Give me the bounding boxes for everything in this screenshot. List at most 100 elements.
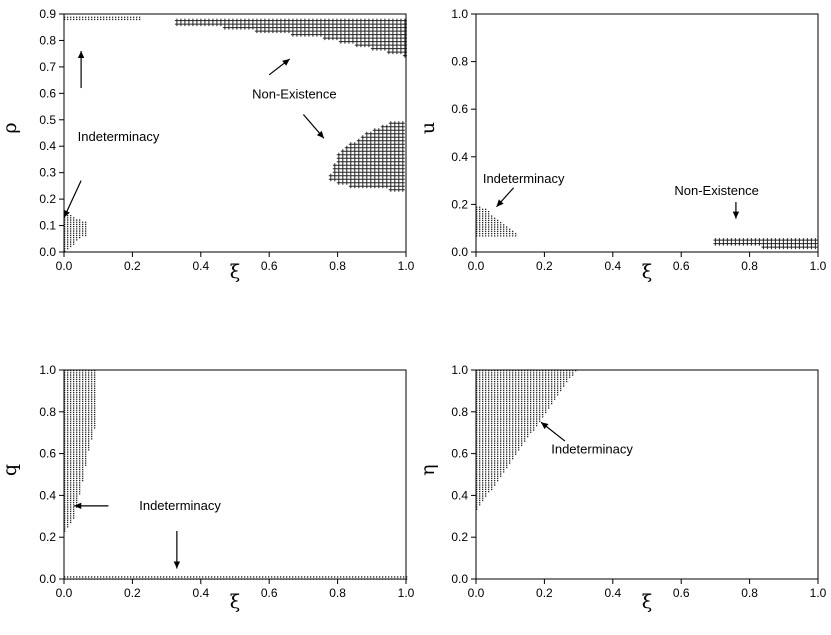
eta-x-tick-label: 1.0 xyxy=(810,586,827,600)
eta-region-0 xyxy=(476,370,577,510)
u-annotation-arrow-head xyxy=(732,211,740,219)
rho-annotation-arrow-head xyxy=(316,130,324,139)
u-x-axis-label: ξ xyxy=(642,261,652,283)
u-panel: 0.0 0.2 0.4 0.6 0.8 1.0 0.0 0.2 0.4 0.6 0.8 1.0 Ind… xyxy=(417,7,827,283)
q-x-tick-label: 1.0 xyxy=(398,586,415,600)
rho-region-0 xyxy=(64,215,87,252)
q-annotation-arrow-head xyxy=(74,502,82,510)
rho-region-1-dots xyxy=(64,16,141,21)
eta-axes: 0.0 0.2 0.4 0.6 0.8 1.0 0.0 0.2 0.4 0.6 0.8 1.0 xyxy=(451,363,826,600)
eta-region-0-dots xyxy=(476,370,577,510)
eta-annotations: Indeterminacy xyxy=(540,421,633,457)
u-annotation-0: Indeterminacy xyxy=(483,171,565,186)
q-region-0 xyxy=(64,370,96,532)
rho-region-2 xyxy=(174,18,407,58)
rho-region-3 xyxy=(328,121,405,192)
eta-panel: 0.0 0.2 0.4 0.6 0.8 1.0 0.0 0.2 0.4 0.6 0.8 1.0 Ind… xyxy=(417,363,827,613)
u-x-tick-label: 0.6 xyxy=(673,259,690,273)
rho-y-tick-label: 0.9 xyxy=(39,7,56,21)
rho-x-tick-label: 0.8 xyxy=(329,259,346,273)
eta-x-tick-label: 0.4 xyxy=(604,586,621,600)
eta-y-tick-label: 1.0 xyxy=(451,363,468,377)
q-y-axis-label: q xyxy=(0,464,21,476)
eta-data-regions xyxy=(476,370,577,510)
u-plot-frame xyxy=(475,13,819,253)
u-region-0 xyxy=(476,206,517,237)
eta-y-tick-label: 0.0 xyxy=(451,572,468,586)
eta-y-tick-label: 0.6 xyxy=(451,447,468,461)
rho-x-tick-label: 0.2 xyxy=(124,259,141,273)
eta-annotation-0: Indeterminacy xyxy=(551,442,633,457)
u-region-1 xyxy=(713,238,818,250)
u-annotation-1: Non-Existence xyxy=(674,183,759,198)
rho-x-tick-label: 1.0 xyxy=(398,259,415,273)
rho-y-tick-label: 0.4 xyxy=(39,139,56,153)
q-axes: 0.0 0.2 0.4 0.6 0.8 1.0 0.0 0.2 0.4 0.6 0.8 1.0 xyxy=(39,363,414,600)
q-plot-frame xyxy=(63,369,407,580)
q-annotations: Indeterminacy xyxy=(74,498,221,569)
rho-y-tick-label: 0.3 xyxy=(39,166,56,180)
u-annotations: Indeterminacy Non-Existence xyxy=(483,171,759,219)
u-axes: 0.0 0.2 0.4 0.6 0.8 1.0 0.0 0.2 0.4 0.6 0.8 1.0 xyxy=(451,7,826,273)
q-x-tick-label: 0.2 xyxy=(124,586,141,600)
u-y-tick-label: 0.6 xyxy=(451,102,468,116)
q-y-tick-label: 1.0 xyxy=(39,363,56,377)
u-x-tick-label: 0.8 xyxy=(741,259,758,273)
u-x-tick-label: 0.2 xyxy=(536,259,553,273)
rho-axes: 0.0 0.2 0.4 0.6 0.8 1.0 0.0 0.1 0.2 0.3 0.4 0.5 0.6 0… xyxy=(39,7,414,273)
u-y-tick-label: 0.0 xyxy=(451,245,468,259)
rho-x-tick-label: 0.0 xyxy=(56,259,73,273)
q-x-tick-label: 0.4 xyxy=(192,586,209,600)
rho-y-tick-label: 0.2 xyxy=(39,192,56,206)
u-y-tick-label: 1.0 xyxy=(451,7,468,21)
eta-plot-frame xyxy=(475,369,819,580)
rho-x-tick-label: 0.4 xyxy=(192,259,209,273)
u-y-axis-label: u xyxy=(417,122,439,134)
u-y-tick-label: 0.8 xyxy=(451,55,468,69)
rho-annotation-1: Non-Existence xyxy=(252,87,337,102)
q-x-tick-label: 0.6 xyxy=(261,586,278,600)
eta-x-tick-label: 0.8 xyxy=(741,586,758,600)
u-x-tick-label: 0.0 xyxy=(468,259,485,273)
q-y-tick-label: 0.2 xyxy=(39,530,56,544)
q-annotation-0: Indeterminacy xyxy=(139,498,221,513)
rho-annotation-arrow-head xyxy=(282,58,290,66)
rho-y-tick-label: 0.6 xyxy=(39,86,56,100)
rho-x-tick-label: 0.6 xyxy=(261,259,278,273)
q-y-tick-label: 0.4 xyxy=(39,488,56,502)
rho-y-tick-label: 0.7 xyxy=(39,60,56,74)
eta-x-tick-label: 0.0 xyxy=(468,586,485,600)
rho-annotations: Indeterminacy Non-Existence xyxy=(63,51,337,218)
q-panel: 0.0 0.2 0.4 0.6 0.8 1.0 0.0 0.2 0.4 0.6 0.8 1.0 Ind… xyxy=(0,363,415,613)
q-y-tick-label: 0.8 xyxy=(39,405,56,419)
rho-x-axis-label: ξ xyxy=(230,261,240,283)
u-data-regions xyxy=(476,206,818,250)
rho-panel: 0.0 0.2 0.4 0.6 0.8 1.0 0.0 0.1 0.2 0.3 0.4 0.5 0.6 0… xyxy=(0,7,415,283)
u-y-tick-label: 0.4 xyxy=(451,150,468,164)
rho-data-regions xyxy=(64,16,407,252)
rho-annotation-arrow-head xyxy=(64,209,70,218)
u-x-tick-label: 1.0 xyxy=(810,259,827,273)
rho-region-1 xyxy=(64,16,141,21)
u-annotation-arrow-head xyxy=(496,199,504,207)
q-x-tick-label: 0.0 xyxy=(56,586,73,600)
q-region-0-dots xyxy=(64,370,96,532)
eta-y-tick-label: 0.4 xyxy=(451,488,468,502)
rho-annotation-arrow-head xyxy=(77,51,85,59)
q-annotation-arrow-head xyxy=(173,561,181,569)
rho-region-3-pluses xyxy=(328,121,405,192)
u-region-1-pluses xyxy=(713,238,818,250)
rho-y-tick-label: 0.8 xyxy=(39,33,56,47)
rho-annotation-0: Indeterminacy xyxy=(78,129,160,144)
rho-y-tick-label: 0.5 xyxy=(39,113,56,127)
u-region-0-dots xyxy=(476,206,517,237)
rho-y-axis-label: ρ xyxy=(0,122,21,133)
rho-region-0-dots xyxy=(64,215,87,252)
q-y-tick-label: 0.6 xyxy=(39,447,56,461)
q-x-tick-label: 0.8 xyxy=(329,586,346,600)
eta-y-axis-label: η xyxy=(417,464,439,475)
eta-annotation-arrow-head xyxy=(540,422,549,430)
eta-x-axis-label: ξ xyxy=(642,591,652,613)
u-y-tick-label: 0.2 xyxy=(451,197,468,211)
